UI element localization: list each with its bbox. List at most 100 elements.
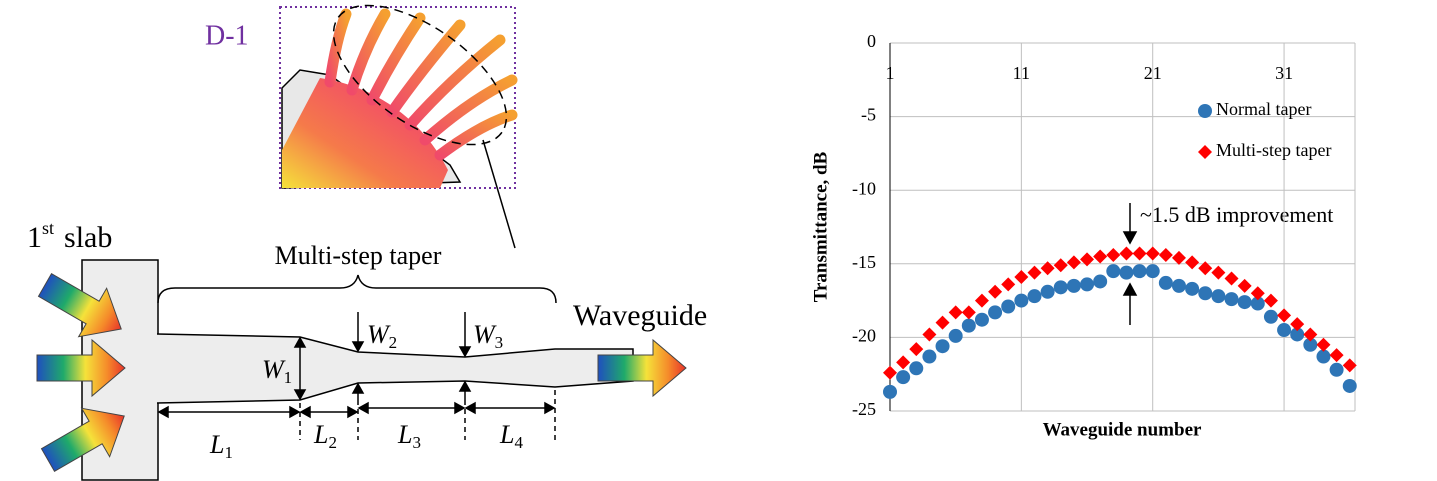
marker [1185,255,1200,270]
inset-fan [282,78,448,188]
svg-text:W2: W2 [367,320,397,352]
length-markers [157,390,556,440]
width-labels: W1 W2 W3 [262,320,503,387]
marker [1277,323,1292,338]
marker [922,349,937,364]
marker [1106,264,1121,279]
marker [1303,327,1318,342]
marker [1027,265,1042,280]
svg-text:W1: W1 [262,355,292,387]
marker [948,328,963,343]
marker [1014,270,1029,285]
marker [1290,317,1305,332]
marker [1198,261,1213,276]
svg-text:L4: L4 [499,420,523,452]
length-labels: L1 L2 L3 L4 [209,420,523,462]
width-markers [293,312,472,401]
annotation-arrows [1122,203,1138,325]
marker [974,293,989,308]
marker [1066,255,1081,270]
x-tick-label: 11 [1013,63,1030,83]
marker [1277,308,1292,323]
marker [1316,337,1331,352]
marker [1171,250,1186,265]
y-tick-label: -15 [852,252,876,272]
waveguide-label: Waveguide [573,299,707,332]
marker [1145,246,1160,261]
marker [1342,358,1357,373]
marker [948,305,963,320]
marker [1224,271,1239,286]
marker [1237,278,1252,293]
legend-label: Multi-step taper [1216,140,1331,160]
y-tick-label: 0 [867,31,876,51]
x-axis-label: Waveguide number [1043,419,1202,440]
marker [883,365,897,380]
brace [157,274,557,304]
svg-text:W3: W3 [473,320,503,352]
marker [1316,349,1331,364]
marker [1014,293,1029,308]
marker [1303,337,1318,352]
marker [1158,275,1173,290]
marker [909,361,924,376]
svg-text:L1: L1 [209,430,233,462]
marker [1250,296,1265,311]
marker [1290,327,1305,342]
x-tick-label: 21 [1144,63,1162,83]
marker [1263,293,1278,308]
marker [1001,277,1016,292]
x-tick-label: 31 [1275,63,1293,83]
marker [1263,309,1278,324]
inset: D-1 [205,4,518,189]
marker [1342,378,1357,393]
svg-text:L2: L2 [313,420,337,452]
marker [922,327,937,342]
marker [974,312,989,327]
marker [961,318,976,333]
inset-fingers [324,8,518,161]
marker [1093,274,1108,289]
marker [1132,264,1147,279]
marker [1329,362,1344,377]
marker [1198,286,1213,301]
marker [1171,278,1186,293]
marker [1053,280,1068,295]
marker [1250,286,1265,301]
marker [1080,277,1095,292]
marker [1053,258,1068,273]
y-tick-label: -10 [852,178,876,198]
marker [1040,284,1055,299]
marker [1119,265,1134,280]
legend-label: Normal taper [1216,99,1311,119]
marker [1211,289,1226,304]
inset-ellipse [332,4,508,146]
light-arrows [36,273,687,472]
marker [1145,264,1160,279]
marker [1132,246,1147,261]
inset-frame [279,6,516,189]
annotation: ~1.5 dB improvement [1140,202,1333,227]
y-tick-label: -5 [861,105,876,125]
marker [909,342,924,357]
marker [1106,247,1121,262]
svg-text:L3: L3 [397,420,421,452]
y-axis-label: Transmittance, dB [810,151,831,302]
taper-label: Multi-step taper [275,241,442,270]
slab-label: 1st slab [27,218,112,254]
marker [988,284,1003,299]
marker [1211,265,1226,280]
marker [896,370,911,385]
marker [1093,249,1108,264]
marker [988,305,1003,320]
marker [1066,278,1081,293]
marker [1158,247,1173,262]
marker [935,315,950,330]
marker [935,339,950,354]
marker [1237,295,1252,310]
marker [1001,299,1016,314]
legend-marker [1198,145,1212,159]
marker [1329,348,1344,363]
inset-label: D-1 [205,20,249,51]
